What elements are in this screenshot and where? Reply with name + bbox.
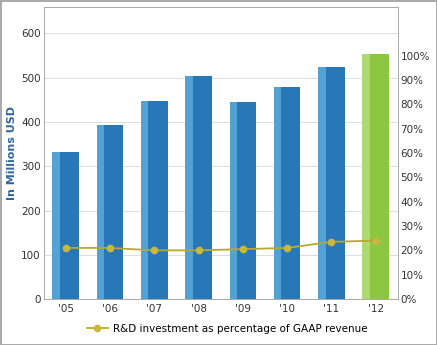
Bar — [362, 54, 370, 299]
Legend: R&D investment as percentage of GAAP revenue: R&D investment as percentage of GAAP rev… — [83, 320, 372, 338]
Y-axis label: In Millions USD: In Millions USD — [7, 106, 17, 200]
Bar — [97, 125, 104, 299]
Bar — [318, 67, 345, 299]
Bar — [318, 67, 326, 299]
Bar — [141, 101, 167, 299]
Bar — [141, 101, 149, 299]
Bar — [185, 77, 212, 299]
Bar — [362, 54, 389, 299]
Bar — [52, 152, 79, 299]
Bar — [229, 102, 237, 299]
Bar — [185, 77, 193, 299]
Bar — [229, 102, 256, 299]
Bar — [274, 88, 281, 299]
Bar — [52, 152, 60, 299]
Bar — [97, 125, 123, 299]
Bar — [274, 88, 300, 299]
